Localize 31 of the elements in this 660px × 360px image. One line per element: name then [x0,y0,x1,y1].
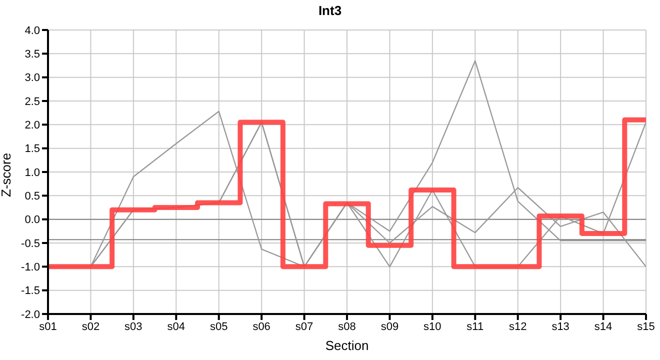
y-tick-label: 0.0 [24,214,40,226]
chart-title: Int3 [317,3,343,18]
x-tick-label: s15 [637,320,655,333]
x-tick-label: s07 [295,320,314,333]
y-tick-label: -1.5 [21,285,40,298]
x-tick-label: s14 [594,320,612,333]
x-tick-label: s13 [552,320,570,333]
x-tick-label: s02 [82,320,100,333]
x-tick-label: s03 [124,320,142,333]
x-tick-label: s11 [466,320,484,333]
y-tick-label: -1.0 [21,262,40,274]
y-tick-label: -0.5 [21,238,40,250]
x-tick-label: s09 [380,320,399,333]
y-axis-title: Z-score [0,152,14,197]
x-tick-label: s01 [39,320,57,333]
x-tick-label: s06 [252,320,270,333]
y-tick-label: 3.0 [24,72,40,84]
y-tick-label: 2.5 [24,96,40,108]
x-tick-label: s05 [210,320,228,333]
y-tick-label: 0.5 [24,190,40,203]
x-tick-label: s10 [424,320,442,333]
x-tick-label: s12 [508,320,527,333]
y-tick-label: 1.0 [24,166,40,179]
y-tick-label: 1.5 [24,143,40,156]
x-tick-label: s08 [338,320,356,333]
x-tick-label: s04 [167,320,186,333]
x-axis-title: Section [325,338,369,353]
y-tick-label: -2.0 [21,308,40,321]
y-tick-label: 3.5 [24,48,40,61]
y-tick-label: 4.0 [24,24,40,37]
y-tick-label: 2.0 [24,120,40,132]
